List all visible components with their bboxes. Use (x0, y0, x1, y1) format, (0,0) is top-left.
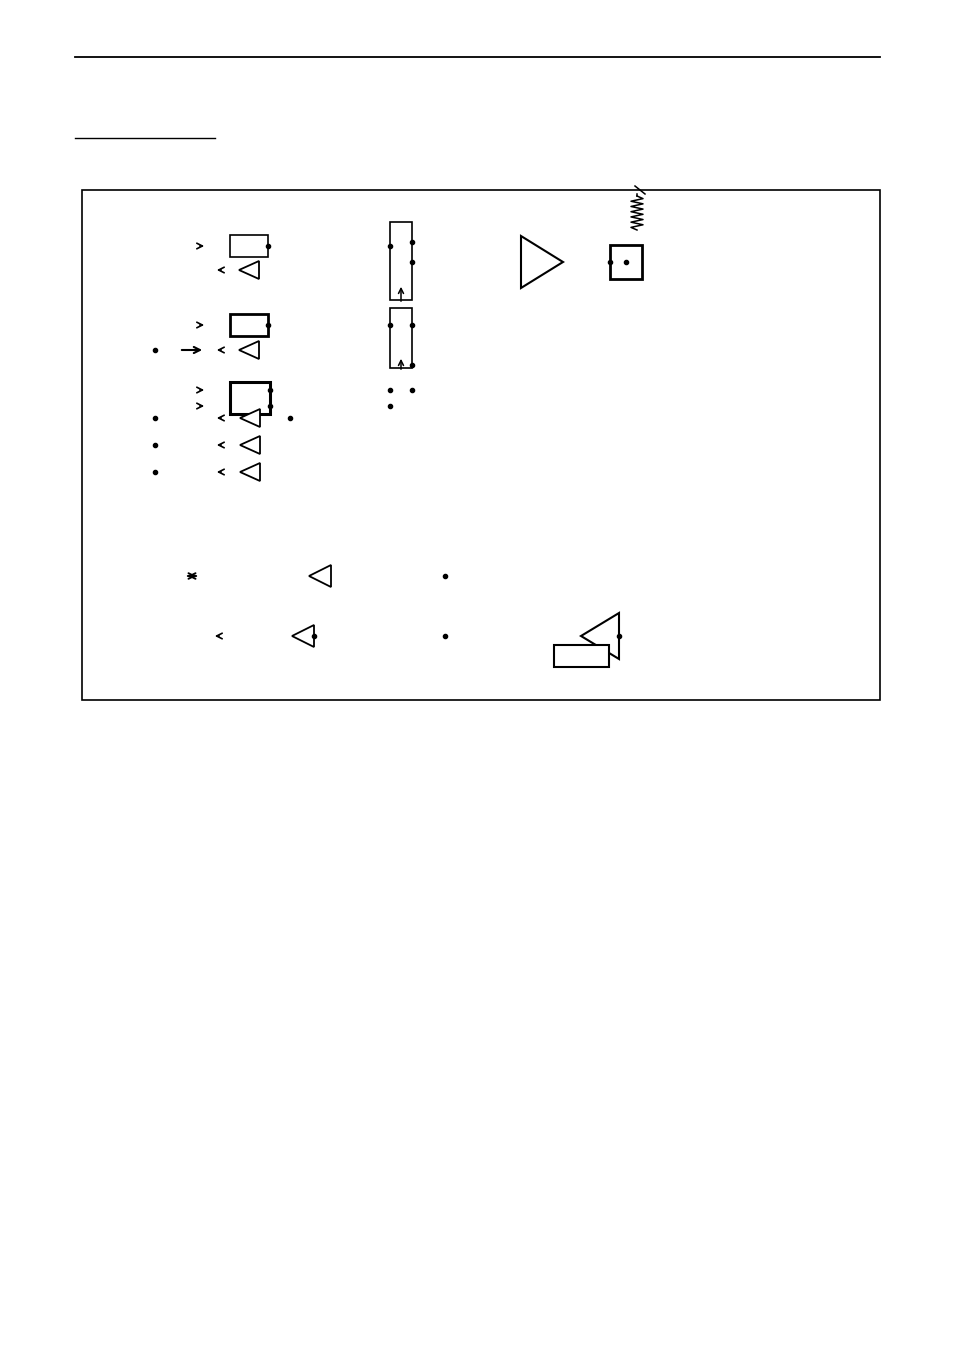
Bar (554, 644, 608, 667)
Polygon shape (240, 436, 260, 454)
Bar (609, 245, 641, 280)
Polygon shape (580, 613, 618, 659)
Polygon shape (240, 463, 260, 481)
Polygon shape (240, 409, 260, 427)
Bar (230, 382, 270, 413)
Polygon shape (309, 565, 331, 586)
Bar (82, 190, 879, 700)
Bar (207, 200, 222, 698)
Bar (230, 235, 268, 257)
Bar (230, 313, 268, 336)
Bar (390, 308, 412, 367)
Polygon shape (239, 261, 258, 280)
Bar (390, 222, 412, 300)
Polygon shape (520, 236, 562, 288)
Polygon shape (292, 626, 314, 647)
Polygon shape (239, 340, 258, 359)
